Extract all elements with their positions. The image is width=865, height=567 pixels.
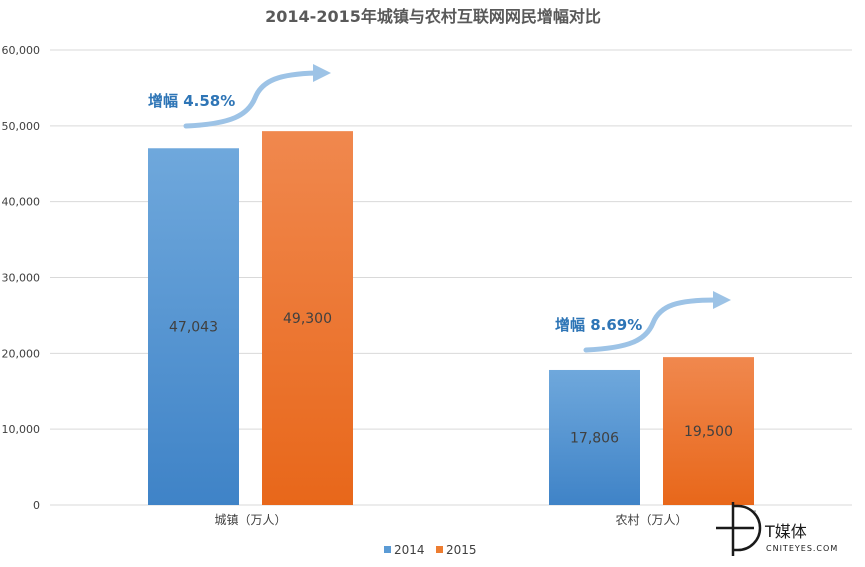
legend-swatch-2015	[436, 546, 443, 553]
legend-swatch-2014	[384, 546, 391, 553]
data-labels: 47,043 49,300 17,806 19,500	[169, 311, 733, 446]
y-tick-label-0: 0	[33, 499, 40, 512]
data-label-2014-0: 47,043	[169, 320, 218, 336]
bar-2014-0	[148, 148, 239, 505]
y-tick-label-3: 30,000	[2, 272, 41, 285]
growth-annotation-urban: 增幅 4.58%	[148, 64, 331, 129]
x-category-label-1: 农村（万人）	[615, 513, 687, 527]
x-category-label-0: 城镇（万人）	[214, 513, 286, 527]
bars	[148, 131, 754, 505]
growth-arrow-urban-icon	[183, 70, 319, 129]
growth-label-urban: 增幅 4.58%	[148, 92, 235, 110]
y-tick-label-4: 40,000	[2, 196, 41, 209]
y-tick-label-1: 10,000	[2, 423, 41, 436]
growth-annotation-rural: 增幅 8.69%	[555, 291, 731, 353]
legend-label-2014: 2014	[394, 543, 425, 557]
legend-label-2015: 2015	[446, 543, 477, 557]
watermark-d-mark-icon	[733, 504, 762, 552]
bar-2015-0	[262, 131, 353, 505]
growth-arrow-rural-icon	[583, 297, 719, 353]
data-label-2015-1: 19,500	[684, 424, 733, 440]
growth-arrowhead-rural-icon	[713, 291, 731, 309]
y-tick-label-2: 20,000	[2, 347, 41, 360]
watermark-logo: T媒体 ™ CNITEYES.COM	[716, 502, 838, 556]
legend: 2014 2015	[384, 543, 477, 557]
bar-2014-1	[549, 369, 640, 505]
y-tick-label-5: 50,000	[2, 120, 41, 133]
bar-2015-1	[663, 357, 754, 505]
x-axis-category-labels: 城镇（万人） 农村（万人）	[214, 513, 687, 527]
chart-title: 2014-2015年城镇与农村互联网网民增幅对比	[265, 7, 601, 26]
y-tick-label-6: 60,000	[2, 44, 41, 57]
watermark-tm: ™	[752, 510, 757, 516]
y-axis-tick-labels: 0 10,000 20,000 30,000 40,000 50,000 60,000	[2, 44, 41, 512]
growth-arrowhead-urban-icon	[313, 64, 331, 82]
data-label-2014-1: 17,806	[570, 430, 619, 446]
watermark-name: T媒体	[764, 522, 807, 541]
watermark-site: CNITEYES.COM	[766, 544, 838, 553]
growth-label-rural: 增幅 8.69%	[555, 316, 642, 334]
data-label-2015-0: 49,300	[283, 311, 332, 327]
